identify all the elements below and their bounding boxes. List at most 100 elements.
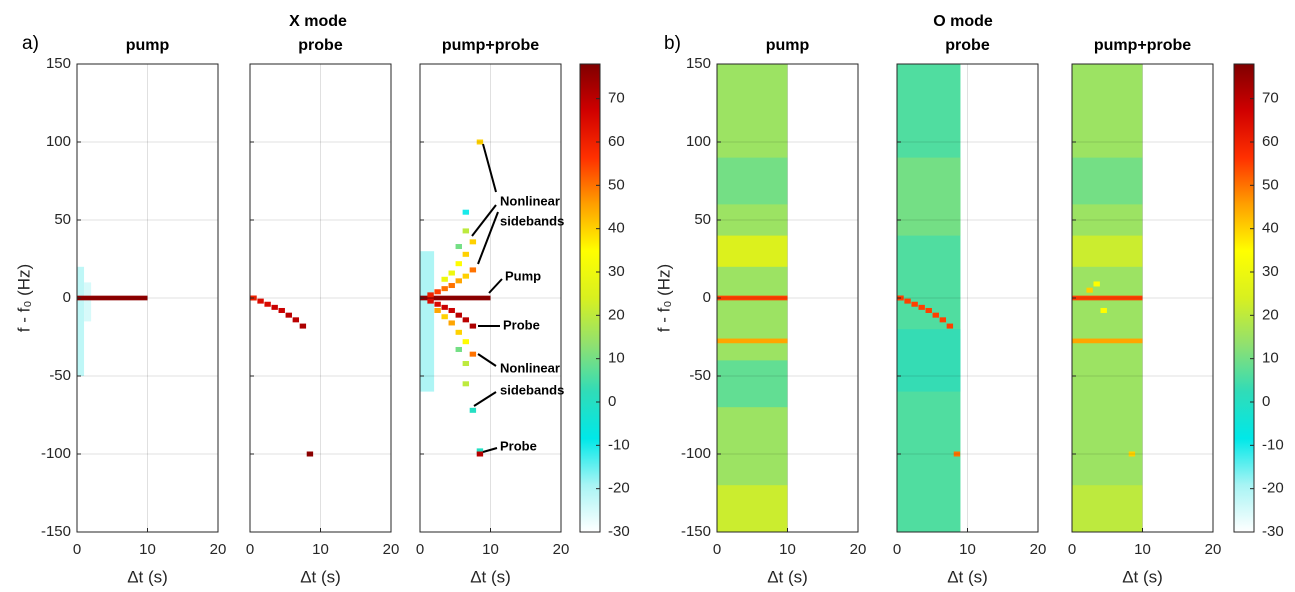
spectral-region — [420, 295, 491, 301]
x-tick-label: 0 — [1068, 541, 1076, 558]
colorbar-tick-label: 50 — [1262, 176, 1279, 193]
spectral-cell — [434, 307, 441, 313]
colorbar-tick-label: -20 — [1262, 480, 1284, 497]
pointer — [473, 391, 497, 407]
x-axis-label: Δt (s) — [470, 567, 511, 586]
colorbar-tick-label: -10 — [608, 436, 630, 453]
spectral-region — [1072, 295, 1143, 301]
panel: 0 10 20 probe Δt (s) — [893, 37, 1047, 586]
panel-title: probe — [298, 37, 343, 54]
colorbar-tick-label: 40 — [1262, 220, 1279, 237]
spectral-cell — [264, 301, 271, 307]
spectral-cell — [278, 307, 285, 313]
spectral-cell — [469, 323, 477, 329]
x-tick-label: 0 — [893, 541, 901, 558]
spectral-region — [717, 485, 788, 532]
spectral-region — [77, 295, 148, 301]
y-tick-label: -150 — [41, 523, 71, 540]
spectral-cell — [427, 292, 434, 298]
colorbar-tick-label: -30 — [1262, 523, 1284, 540]
x-tick-label: 20 — [553, 541, 570, 558]
spectral-cell — [462, 209, 470, 215]
colorbar-tick-label: 0 — [1262, 393, 1270, 410]
x-tick-label: 0 — [73, 541, 81, 558]
annotation: Nonlinear — [500, 193, 560, 208]
spectral-region — [717, 338, 788, 344]
spectral-region — [420, 251, 435, 392]
y-tick-label: 0 — [63, 289, 71, 306]
colorbar — [1233, 63, 1255, 533]
spectral-region — [717, 235, 788, 267]
spectral-cell — [448, 320, 455, 326]
panel: 0 10 20 probe Δt (s) — [246, 37, 400, 586]
x-tick-label: 10 — [959, 541, 976, 558]
spectral-cell — [469, 351, 477, 357]
spectral-region — [1072, 157, 1143, 205]
spectral-cell — [1093, 281, 1100, 287]
y-tick-label: -100 — [681, 445, 711, 462]
spectral-region — [1072, 485, 1143, 532]
spectral-cell — [441, 276, 448, 282]
colorbar-tick-label: 50 — [608, 176, 625, 193]
y-tick-label: 100 — [46, 133, 71, 150]
y-tick-label: 150 — [686, 55, 711, 72]
colorbar-tick-label: 70 — [1262, 90, 1279, 107]
pointer — [477, 353, 497, 367]
x-tick-label: 20 — [1205, 541, 1222, 558]
spectral-cell — [911, 301, 918, 307]
y-tick-label: -100 — [41, 445, 71, 462]
spectral-cell — [441, 314, 448, 320]
spectral-cell — [1100, 307, 1107, 313]
x-tick-label: 20 — [210, 541, 227, 558]
colorbar-tick-label: -10 — [1262, 436, 1284, 453]
annotation: sidebands — [500, 382, 564, 397]
spectral-cell — [292, 317, 300, 323]
colorbar-tick-label: 10 — [608, 350, 625, 367]
x-tick-label: 10 — [779, 541, 796, 558]
spectral-cell — [469, 239, 477, 245]
colorbar-tick-label: 20 — [1262, 306, 1279, 323]
spectral-cell — [299, 323, 307, 329]
pointer — [477, 211, 499, 265]
y-tick-label: -50 — [689, 367, 711, 384]
panel: 0 10 20 -150 -100 -50 0 50 100 150 pump Δt (s) f - f… — [14, 37, 226, 586]
pointer — [471, 204, 497, 237]
spectral-cell — [455, 329, 462, 335]
spectral-cell — [469, 407, 477, 413]
y-tick-label: 50 — [694, 211, 711, 228]
panel-title: pump — [126, 37, 170, 54]
spectral-cell — [462, 381, 470, 387]
spectral-cell — [455, 244, 462, 250]
spectral-cell — [448, 307, 455, 313]
spectral-region — [897, 157, 961, 236]
annotation: Pump — [505, 268, 541, 283]
spectral-cell — [455, 278, 462, 284]
colorbar-tick-label: -30 — [608, 523, 630, 540]
colorbar-tick-label: 60 — [1262, 133, 1279, 150]
plot-area — [420, 139, 491, 457]
spectral-cell — [476, 139, 484, 145]
spectral-cell — [448, 270, 455, 276]
plot-area — [1072, 64, 1143, 532]
colorbar-tick-label: 10 — [1262, 350, 1279, 367]
x-axis-label: Δt (s) — [767, 567, 808, 586]
group-title: O mode — [933, 13, 993, 30]
spectral-region — [897, 64, 961, 532]
x-tick-label: 10 — [482, 541, 499, 558]
spectral-region — [897, 329, 961, 392]
x-tick-label: 10 — [139, 541, 156, 558]
spectral-cell — [462, 317, 470, 323]
spectral-cell — [918, 304, 925, 310]
spectral-cell — [306, 451, 314, 457]
spectral-region — [84, 282, 92, 322]
spectral-cell — [462, 361, 470, 367]
spectral-cell — [462, 228, 470, 234]
colorbar-tick-label: 70 — [608, 90, 625, 107]
panel-label: b) — [664, 33, 681, 54]
x-tick-label: 20 — [383, 541, 400, 558]
group-title: X mode — [289, 13, 347, 30]
panel-title: probe — [945, 37, 990, 54]
y-tick-label: -150 — [681, 523, 711, 540]
x-axis-label: Δt (s) — [127, 567, 168, 586]
